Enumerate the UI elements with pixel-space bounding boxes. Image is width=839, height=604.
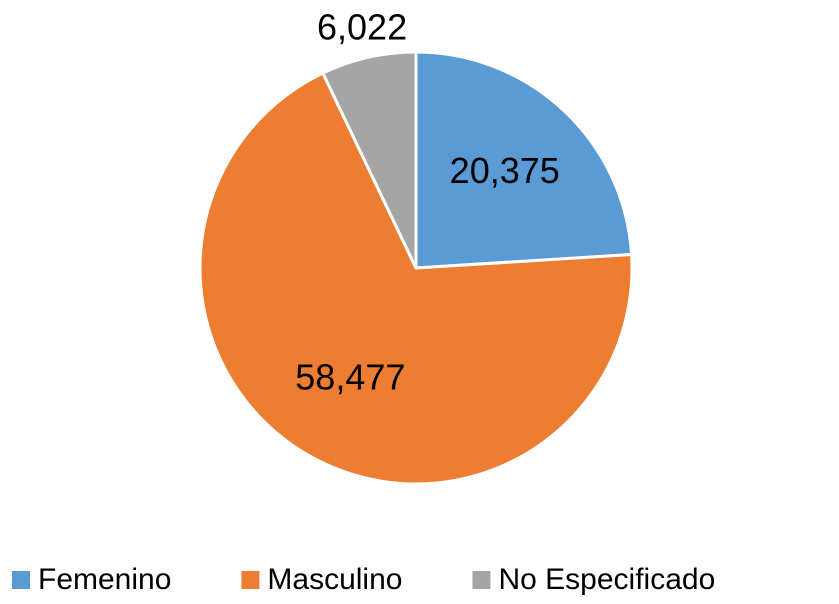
legend-swatch xyxy=(472,571,491,589)
data-label: 58,477 xyxy=(295,356,405,397)
data-label: 6,022 xyxy=(317,7,407,48)
pie-slice xyxy=(414,50,634,270)
pie-slice xyxy=(320,50,418,269)
legend-label: Femenino xyxy=(38,563,171,596)
data-label: 20,375 xyxy=(450,150,560,191)
legend-label: Masculino xyxy=(267,563,402,596)
pie-slice xyxy=(198,71,634,486)
legend-swatch xyxy=(241,571,260,589)
legend-label: No Especificado xyxy=(498,563,715,596)
legend-swatch xyxy=(12,571,30,589)
